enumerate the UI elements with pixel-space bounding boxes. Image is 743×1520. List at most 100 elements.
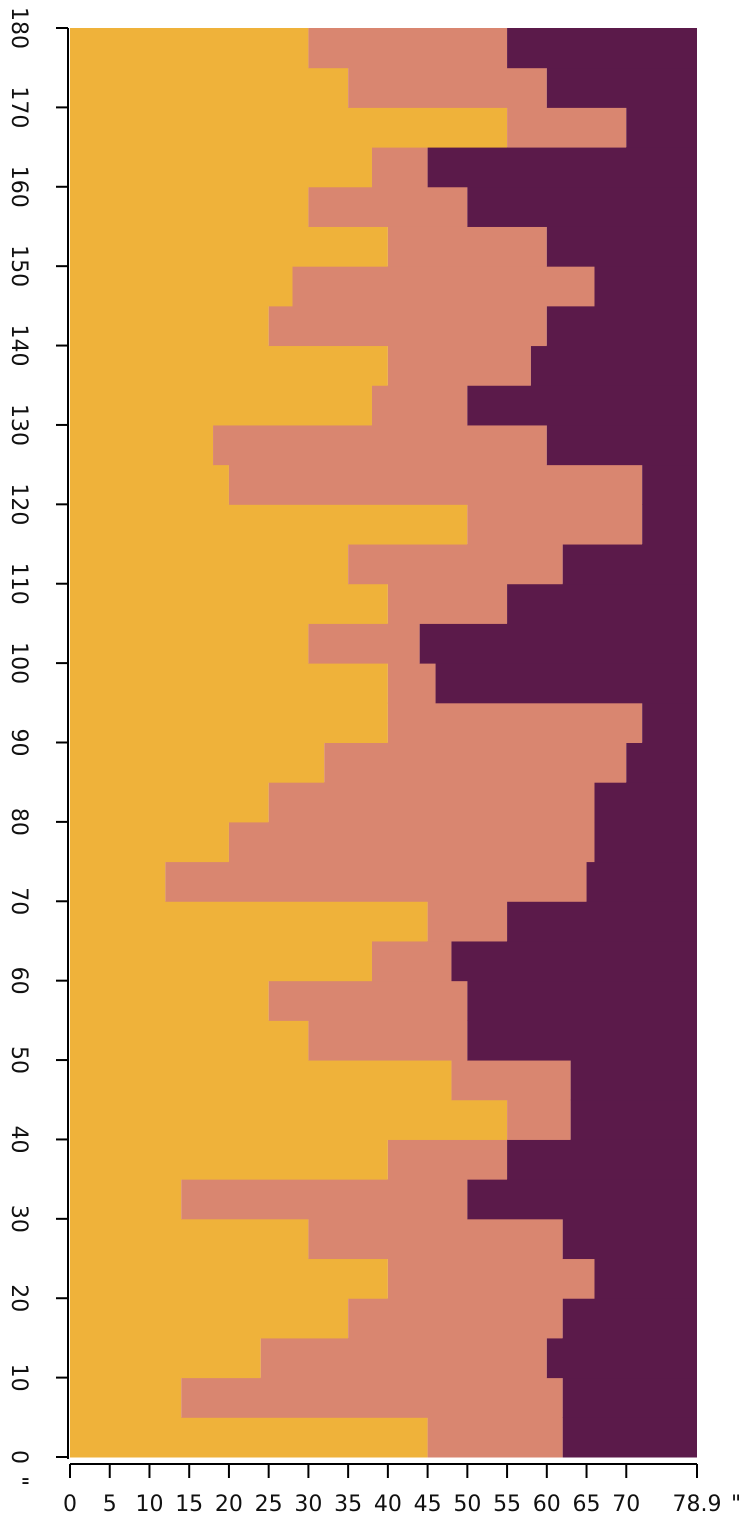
y-tick-label: 150 xyxy=(6,245,31,287)
y-tick-label: 50 xyxy=(6,1046,31,1074)
y-tick-label: 40 xyxy=(6,1125,31,1153)
cell-mid xyxy=(427,901,508,942)
cell-low xyxy=(70,980,269,1021)
cell-low xyxy=(70,1060,452,1101)
cell-high xyxy=(586,861,697,902)
cell-mid xyxy=(260,1337,547,1379)
cell-mid xyxy=(308,28,508,69)
cell-high xyxy=(642,464,697,505)
cell-low xyxy=(70,1258,388,1299)
cell-mid xyxy=(181,1377,563,1418)
x-tick-label: 25 xyxy=(255,1492,283,1517)
y-tick-label: 0 xyxy=(6,1450,31,1464)
cell-low xyxy=(70,424,214,466)
cell-low xyxy=(70,583,388,624)
y-tick-label: 80 xyxy=(6,808,31,836)
cell-high xyxy=(507,583,697,624)
x-tick-label: 10 xyxy=(135,1492,163,1517)
cell-high xyxy=(562,1298,697,1339)
cell-low xyxy=(70,67,349,108)
cell-low xyxy=(70,1139,388,1180)
cell-low xyxy=(70,385,372,426)
cell-mid xyxy=(348,67,547,108)
cell-mid xyxy=(228,821,595,863)
cell-mid xyxy=(268,782,595,823)
cell-high xyxy=(546,424,697,466)
cell-mid xyxy=(387,583,508,624)
cell-low xyxy=(70,147,372,188)
cell-low xyxy=(70,266,293,307)
cell-high xyxy=(467,1179,697,1220)
cell-mid xyxy=(348,544,563,585)
cell-high xyxy=(451,940,697,982)
x-tick-label: 60 xyxy=(533,1492,561,1517)
cell-mid xyxy=(348,1298,563,1339)
cell-mid xyxy=(228,464,643,505)
cell-mid xyxy=(371,385,468,426)
cell-high xyxy=(546,67,697,108)
cell-high xyxy=(467,1020,697,1061)
cell-high xyxy=(562,1218,697,1260)
cell-mid xyxy=(427,1417,563,1458)
cell-mid xyxy=(213,424,547,466)
cell-mid xyxy=(467,504,643,545)
cell-low xyxy=(70,901,428,942)
cell-high xyxy=(562,1417,697,1458)
cell-high xyxy=(467,980,697,1021)
cell-high xyxy=(642,702,697,743)
cell-mid xyxy=(308,1020,468,1061)
x-tick-label: 45 xyxy=(414,1492,442,1517)
y-tick-label: 30 xyxy=(6,1205,31,1233)
cell-low xyxy=(70,1377,182,1418)
cell-high xyxy=(594,821,697,863)
cell-low xyxy=(70,663,388,704)
cell-low xyxy=(70,1417,428,1458)
cell-mid xyxy=(268,305,547,347)
cell-mid xyxy=(292,266,595,307)
y-tick-label: 70 xyxy=(6,887,31,915)
cell-high xyxy=(594,782,697,823)
cell-mid xyxy=(387,702,643,743)
cell-high xyxy=(419,623,697,664)
cell-high xyxy=(427,147,697,188)
cell-high xyxy=(467,186,697,227)
cell-low xyxy=(70,1337,261,1379)
cell-low xyxy=(70,504,468,545)
cell-mid xyxy=(507,1099,571,1140)
y-tick-label: 120 xyxy=(6,483,31,525)
cell-low xyxy=(70,1179,182,1220)
cell-mid xyxy=(387,663,436,704)
x-tick-label: 78.9 xyxy=(673,1492,722,1517)
cell-high xyxy=(562,544,697,585)
y-tick-label: 90 xyxy=(6,729,31,757)
x-tick-label: 30 xyxy=(294,1492,322,1517)
cell-mid xyxy=(181,1179,468,1220)
cell-mid xyxy=(371,147,428,188)
cell-high xyxy=(507,28,697,69)
cell-low xyxy=(70,742,325,783)
cell-high xyxy=(507,1139,697,1180)
cell-mid xyxy=(165,861,587,902)
cell-mid xyxy=(308,186,468,227)
x-tick-label: 15 xyxy=(175,1492,203,1517)
cell-high xyxy=(626,107,697,148)
x-unit: " xyxy=(731,1492,741,1517)
cell-high xyxy=(642,504,697,545)
y-tick-label: 110 xyxy=(6,563,31,605)
cell-high xyxy=(467,385,697,426)
y-tick-label: 130 xyxy=(6,404,31,446)
cell-mid xyxy=(387,1139,508,1180)
cell-low xyxy=(70,1099,508,1140)
cell-mid xyxy=(387,1258,595,1299)
cell-mid xyxy=(324,742,627,783)
x-tick-label: 5 xyxy=(103,1492,117,1517)
cell-high xyxy=(626,742,697,783)
cell-low xyxy=(70,821,229,863)
cell-high xyxy=(507,901,697,942)
cell-mid xyxy=(387,226,547,267)
cell-low xyxy=(70,464,229,505)
cell-low xyxy=(70,544,349,585)
x-tick-label: 50 xyxy=(453,1492,481,1517)
cell-high xyxy=(594,1258,697,1299)
